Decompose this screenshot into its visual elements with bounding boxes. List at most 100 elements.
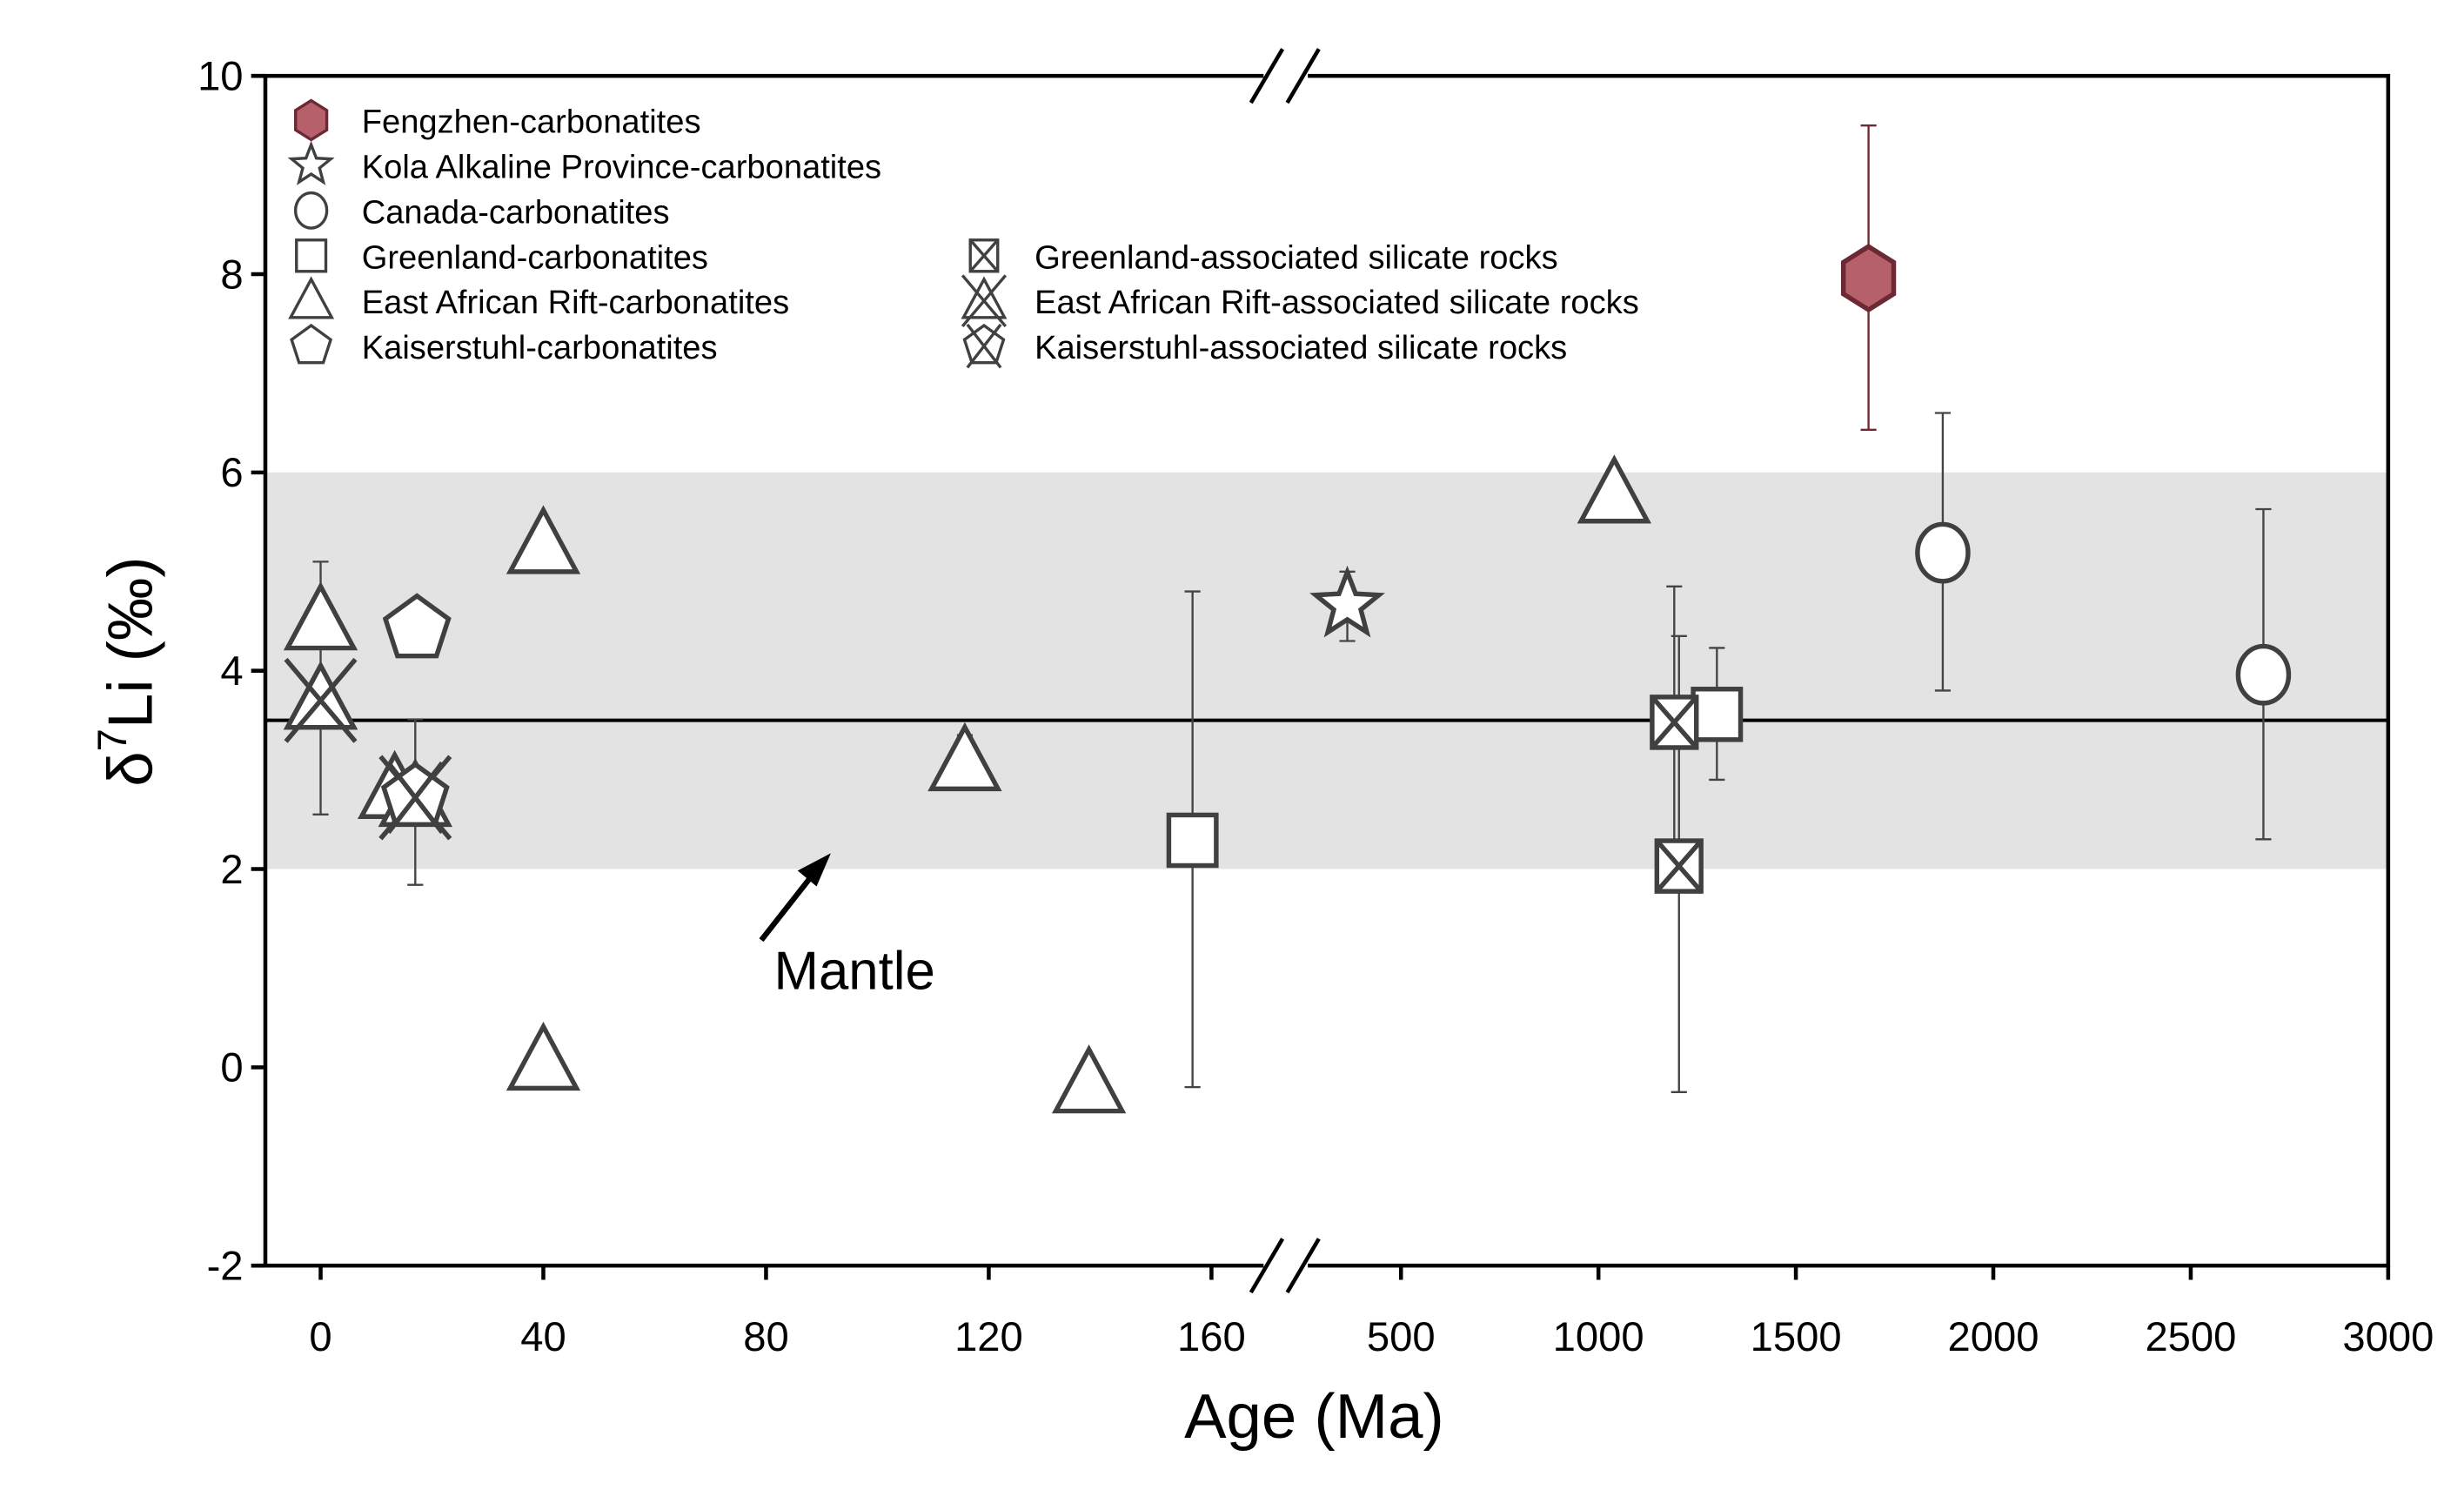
y-tick-label: 4	[220, 648, 243, 695]
axis-break-gap	[1263, 69, 1309, 83]
triangle-x-marker	[283, 661, 358, 730]
y-tick-label: 0	[220, 1045, 243, 1091]
data-point-circle	[2235, 643, 2292, 706]
legend: Fengzhen-carbonatites Kola Alkaline Provi…	[287, 98, 1639, 369]
legend-label: Kola Alkaline Province-carbonatites	[362, 148, 881, 185]
triangle-marker	[506, 1021, 581, 1091]
x-tick-label: 3000	[2342, 1314, 2434, 1360]
y-tick-label: 8	[220, 252, 243, 298]
data-point-triangle	[1577, 454, 1652, 524]
data-point-circle	[1915, 521, 1971, 584]
data-point-triangle-x	[283, 657, 358, 743]
legend-marker-square	[295, 238, 328, 273]
legend-marker-triangle	[288, 276, 335, 319]
data-point-star	[1309, 565, 1385, 638]
y-axis-label: δ7Li (‰)	[90, 556, 165, 786]
data-point-box-x	[1650, 695, 1699, 750]
hexagon-marker	[1840, 244, 1897, 313]
circle-marker	[1915, 521, 1971, 584]
marker-cross	[966, 323, 1002, 369]
axis-break-mark	[1249, 48, 1285, 104]
y-tick-label: -2	[207, 1244, 244, 1290]
x-tick-label: 160	[1177, 1314, 1246, 1360]
triangle-marker	[288, 276, 335, 319]
legend-marker-circle	[293, 191, 329, 230]
legend-label: Greenland-associated silicate rocks	[1034, 238, 1558, 276]
legend-label: East African Rift-associated silicate ro…	[1034, 284, 1639, 321]
data-point-triangle	[283, 581, 358, 651]
triangle-marker	[927, 722, 1002, 792]
square-marker	[1166, 812, 1219, 869]
legend-marker-pentagon	[290, 323, 333, 365]
square-marker	[1691, 687, 1744, 742]
y-tick-label: 2	[220, 847, 243, 893]
legend-marker-triangle-x	[961, 274, 1008, 328]
x-axis-label: Age (Ma)	[1184, 1381, 1444, 1452]
marker-cross	[1650, 695, 1698, 749]
marker-cross	[961, 274, 1008, 328]
legend-marker-hexagon	[294, 98, 329, 142]
data-point-box-x	[1654, 838, 1704, 894]
circle-marker	[2235, 643, 2292, 706]
pentagon-marker	[382, 593, 452, 659]
mantle-arrow-head	[797, 853, 831, 887]
data-point-hexagon	[1840, 244, 1897, 313]
legend-entry: Greenland-carbonatites	[295, 238, 708, 276]
triangle-marker	[283, 581, 358, 651]
legend-marker-pentagon-x	[962, 323, 1006, 369]
legend-marker-box-x	[968, 238, 1000, 273]
axes-layer: -2 0 2 4 6 8 10 0 40 80 120 160 500 1000 1500 2000 2500 3…	[198, 48, 2434, 1360]
triangle-marker	[506, 505, 581, 574]
y-tick-label: 6	[220, 450, 243, 496]
legend-marker-star	[287, 140, 335, 185]
star-marker	[1309, 565, 1385, 638]
legend-entry: Kaiserstuhl-carbonatites	[290, 323, 718, 366]
x-tick-label: 500	[1367, 1314, 1436, 1360]
legend-entry: Canada-carbonatites	[293, 191, 670, 231]
data-point-triangle	[1051, 1044, 1127, 1114]
legend-label: Fengzhen-carbonatites	[362, 104, 701, 141]
legend-entry: Kaiserstuhl-associated silicate rocks	[962, 323, 1567, 369]
axis-break-mark	[1249, 1238, 1285, 1294]
legend-label: Kaiserstuhl-carbonatites	[362, 329, 718, 366]
legend-label: East African Rift-carbonatites	[362, 284, 789, 321]
legend-entry: East African Rift-carbonatites	[288, 276, 789, 321]
y-tick-label: 10	[198, 54, 243, 100]
data-point-square	[1166, 812, 1219, 869]
pentagon-marker	[290, 323, 333, 365]
x-tick-label: 2000	[1948, 1314, 2039, 1360]
data-point-triangle	[506, 505, 581, 574]
x-tick-label: 40	[520, 1314, 566, 1360]
triangle-x-marker	[961, 276, 1008, 319]
legend-entry: East African Rift-associated silicate ro…	[961, 274, 1639, 328]
x-tick-label: 1500	[1751, 1314, 1842, 1360]
mantle-range-band	[264, 472, 2388, 869]
triangle-marker	[1051, 1044, 1127, 1114]
legend-label: Greenland-carbonatites	[362, 238, 708, 276]
square-marker	[295, 238, 328, 273]
mantle-band-layer	[264, 472, 2388, 943]
data-point-square	[1691, 687, 1744, 742]
marker-cross	[1655, 839, 1704, 893]
data-point-triangle	[506, 1021, 581, 1091]
legend-entry: Kola Alkaline Province-carbonatites	[287, 140, 881, 185]
circle-marker	[293, 191, 329, 230]
x-tick-label: 80	[743, 1314, 789, 1360]
x-tick-label: 120	[954, 1314, 1023, 1360]
axis-break-gap	[1263, 1258, 1309, 1272]
legend-entry: Fengzhen-carbonatites	[294, 98, 701, 142]
axis-break-mark	[1285, 48, 1321, 104]
data-point-triangle	[927, 722, 1002, 792]
marker-cross	[284, 657, 358, 743]
hexagon-marker	[294, 98, 329, 142]
data-point-pentagon-x	[380, 761, 450, 835]
x-tick-label: 1000	[1553, 1314, 1644, 1360]
marker-cross	[968, 238, 1000, 272]
markers-layer	[283, 244, 2292, 1114]
marker-cross	[386, 761, 445, 835]
data-point-pentagon	[382, 593, 452, 659]
legend-entry: Greenland-associated silicate rocks	[968, 238, 1558, 276]
legend-label: Canada-carbonatites	[362, 193, 670, 231]
mantle-label: Mantle	[774, 941, 935, 1001]
